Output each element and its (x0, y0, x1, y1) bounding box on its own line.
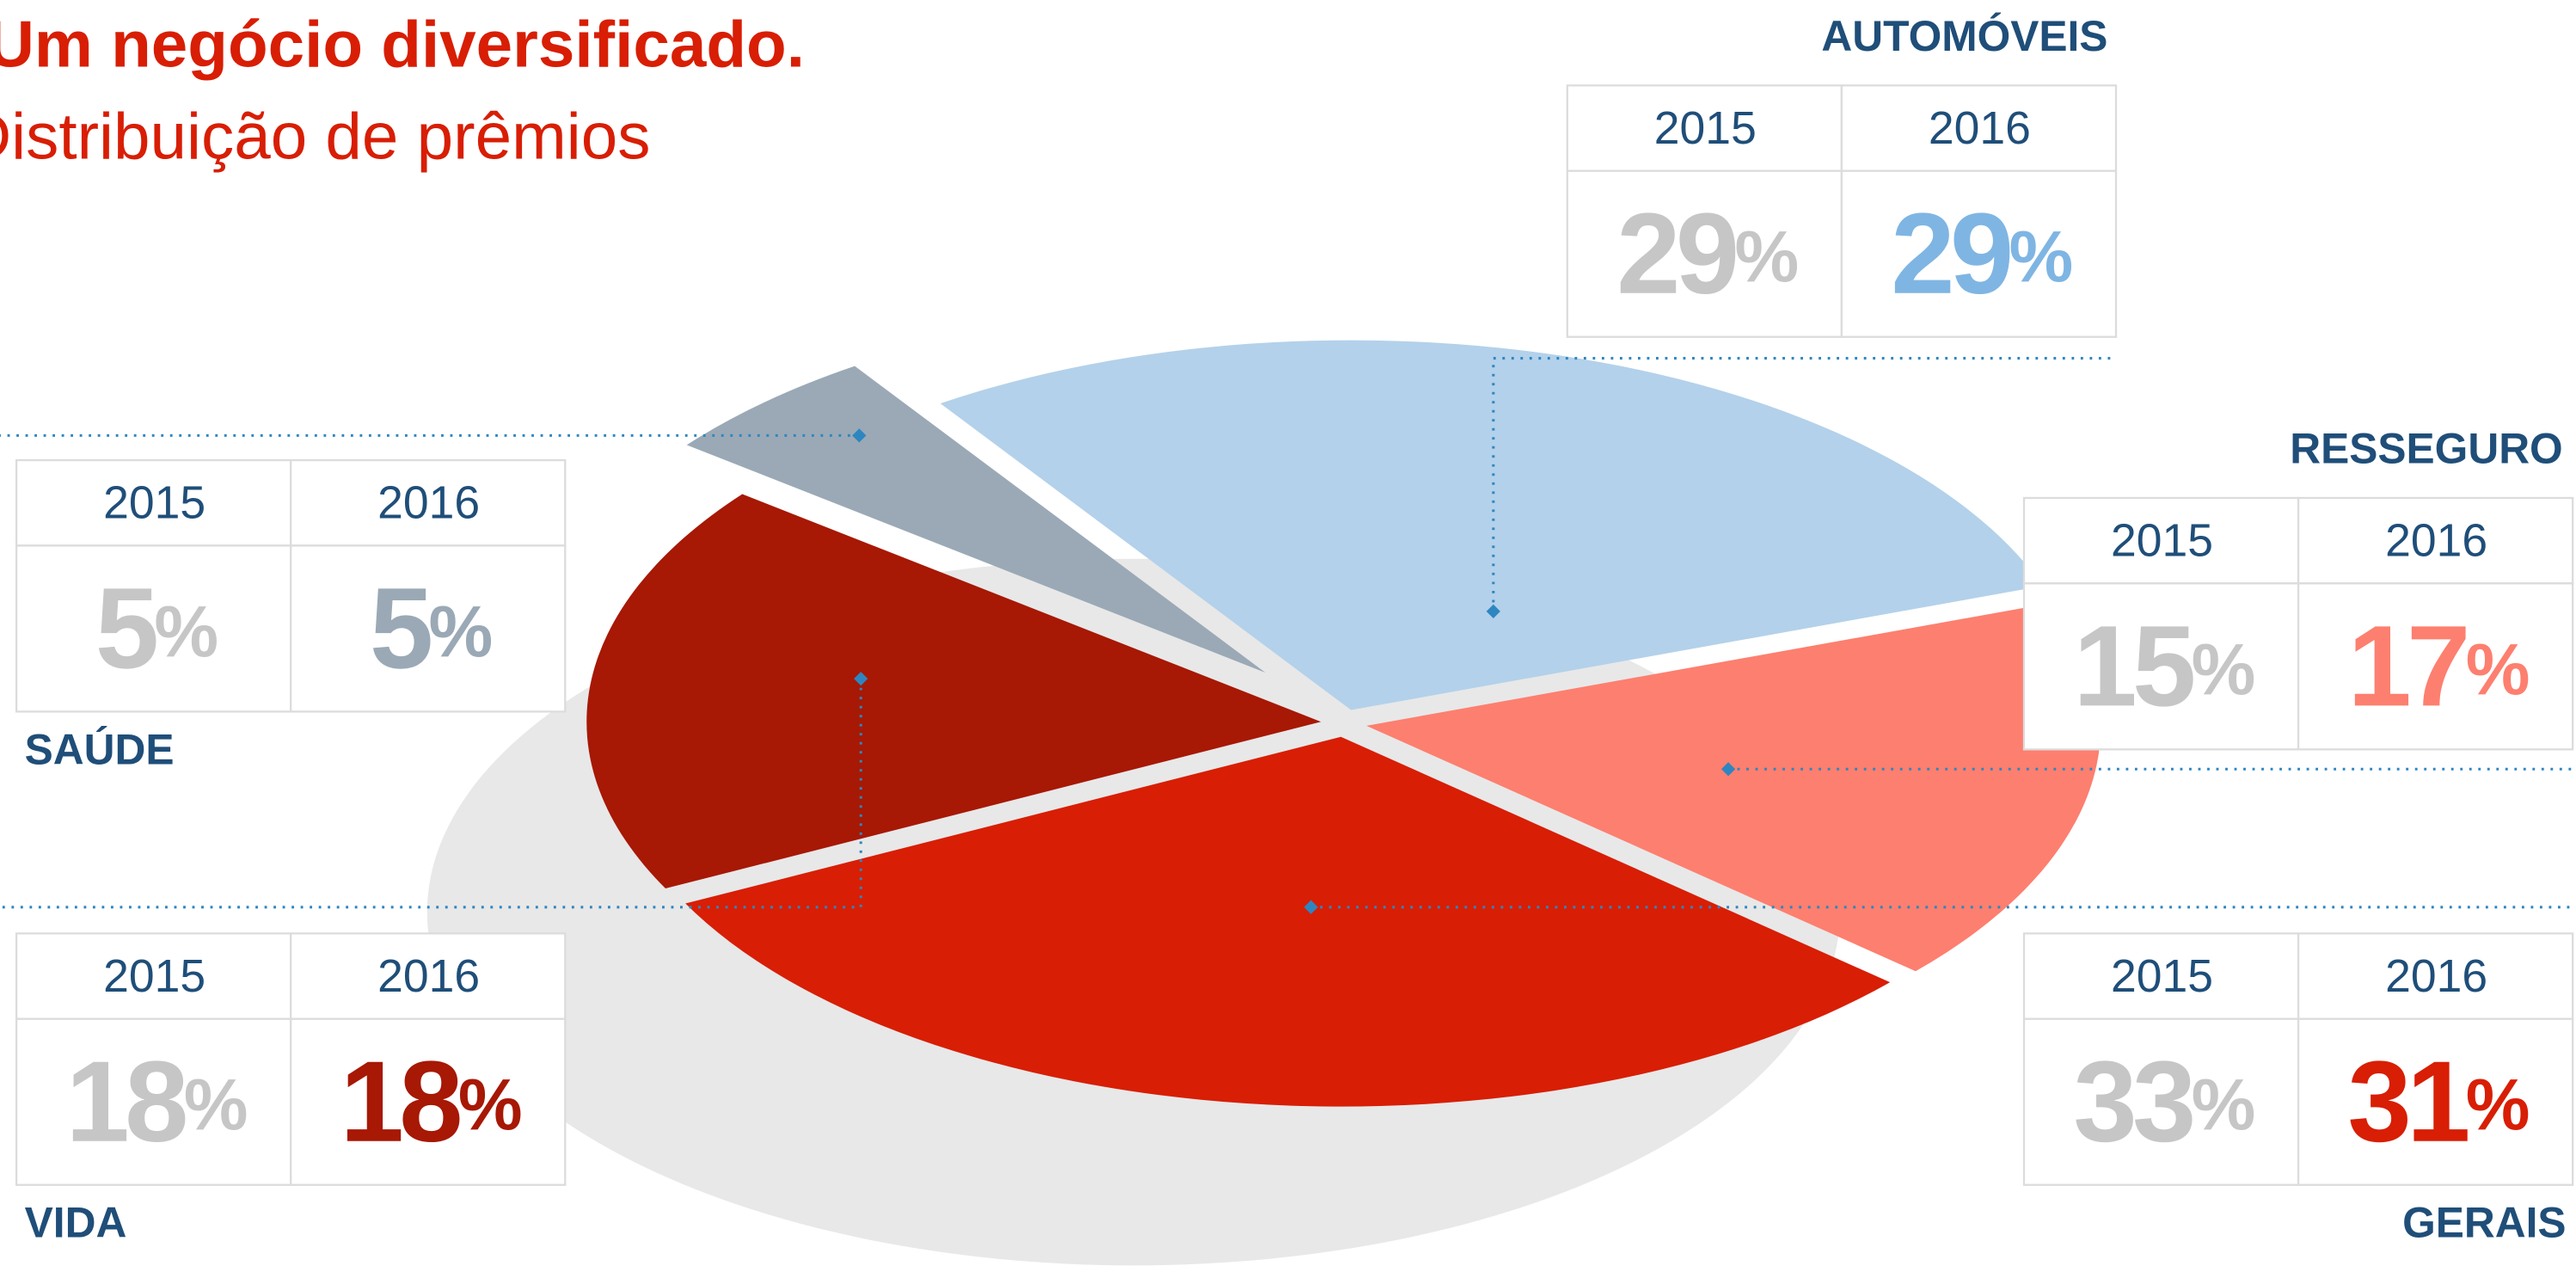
leader-line (0, 679, 862, 909)
percent-value: 18% (65, 1038, 246, 1166)
year-header: 2016 (2385, 951, 2487, 1002)
value-number: 33 (2073, 1038, 2193, 1166)
pie (426, 340, 2101, 1266)
leaders (0, 357, 2576, 909)
value-unit: % (2192, 1065, 2254, 1146)
percent-value: 29% (1616, 190, 1797, 318)
percent-value: 17% (2347, 603, 2528, 731)
percent-value: 5% (95, 565, 218, 693)
value-number: 17 (2347, 603, 2466, 731)
percent-value: 18% (340, 1038, 521, 1166)
value-table: 2015 18% 2016 18% (15, 932, 567, 1186)
value-unit: % (2466, 1065, 2529, 1146)
value-unit: % (2466, 630, 2529, 710)
percent-value: 29% (1891, 190, 2071, 318)
value-number: 5 (95, 565, 156, 693)
year-header: 2015 (2111, 516, 2213, 567)
value-unit: % (1734, 217, 1797, 298)
percent-value: 33% (2073, 1038, 2254, 1166)
percent-value: 31% (2347, 1038, 2528, 1166)
leader-dot (1303, 900, 1318, 914)
year-header: 2016 (377, 478, 480, 529)
table-cell (15, 1017, 292, 1186)
category-label: VIDA (25, 1199, 127, 1247)
value-table: 2015 15% 2016 17% (2022, 496, 2574, 751)
value-unit: % (2009, 217, 2072, 298)
percent-value: 5% (370, 565, 492, 693)
pie-slice (1366, 601, 2101, 972)
table-cell (2297, 496, 2574, 585)
value-number: 18 (65, 1038, 186, 1166)
table-cell (15, 932, 292, 1020)
table-cell (2022, 932, 2300, 1020)
value-number: 18 (340, 1038, 461, 1166)
value-unit: % (429, 592, 492, 673)
table-cell (2297, 582, 2574, 751)
pie-slice (586, 494, 1322, 889)
table-cell (290, 932, 567, 1020)
percent-value: 15% (2073, 603, 2254, 731)
title: Um negócio diversificado. (0, 9, 805, 82)
value-table: 2015 33% 2016 31% (2022, 932, 2574, 1186)
table-cell (2022, 1017, 2300, 1186)
value-number: 29 (1891, 190, 2010, 318)
year-header: 2015 (103, 951, 205, 1002)
table-cell (1840, 169, 2118, 338)
category-label: SAÚDE (25, 725, 175, 773)
value-number: 29 (1616, 190, 1736, 318)
value-unit: % (458, 1065, 521, 1146)
table-cell (2297, 932, 2574, 1020)
value-number: 5 (370, 565, 431, 693)
pie-slice (940, 340, 2043, 710)
subtitle: Distribuição de prêmios (0, 101, 650, 174)
year-header: 2015 (103, 478, 205, 529)
table-cell (2022, 582, 2300, 751)
year-header: 2016 (1929, 103, 2031, 154)
year-header: 2015 (1654, 103, 1757, 154)
year-header: 2016 (2385, 516, 2487, 567)
table-cell (1566, 169, 1843, 338)
value-table: 2015 5% 2016 5% (15, 458, 567, 713)
table-cell (15, 544, 292, 713)
category-label: GERAIS (2402, 1199, 2566, 1247)
value-number: 15 (2073, 603, 2193, 731)
table-cell (290, 1017, 567, 1186)
value-unit: % (2192, 630, 2254, 710)
year-header: 2016 (377, 951, 480, 1002)
value-unit: % (154, 592, 217, 673)
pie-slice (685, 736, 1891, 1107)
value-number: 31 (2347, 1038, 2468, 1166)
value-unit: % (184, 1065, 247, 1146)
leader-line (1492, 357, 2115, 611)
table-cell (290, 544, 567, 713)
category-label: RESSEGURO (2290, 425, 2562, 473)
table-cell (290, 458, 567, 547)
pie-slice (686, 366, 1266, 673)
table-cell (2297, 1017, 2574, 1186)
category-label: AUTOMÓVEIS (1821, 12, 2107, 60)
year-header: 2015 (2111, 951, 2213, 1002)
value-table: 2015 29% 2016 29% (1566, 84, 2118, 338)
